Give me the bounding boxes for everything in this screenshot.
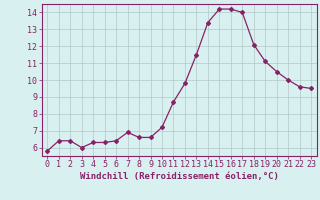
X-axis label: Windchill (Refroidissement éolien,°C): Windchill (Refroidissement éolien,°C) (80, 172, 279, 181)
